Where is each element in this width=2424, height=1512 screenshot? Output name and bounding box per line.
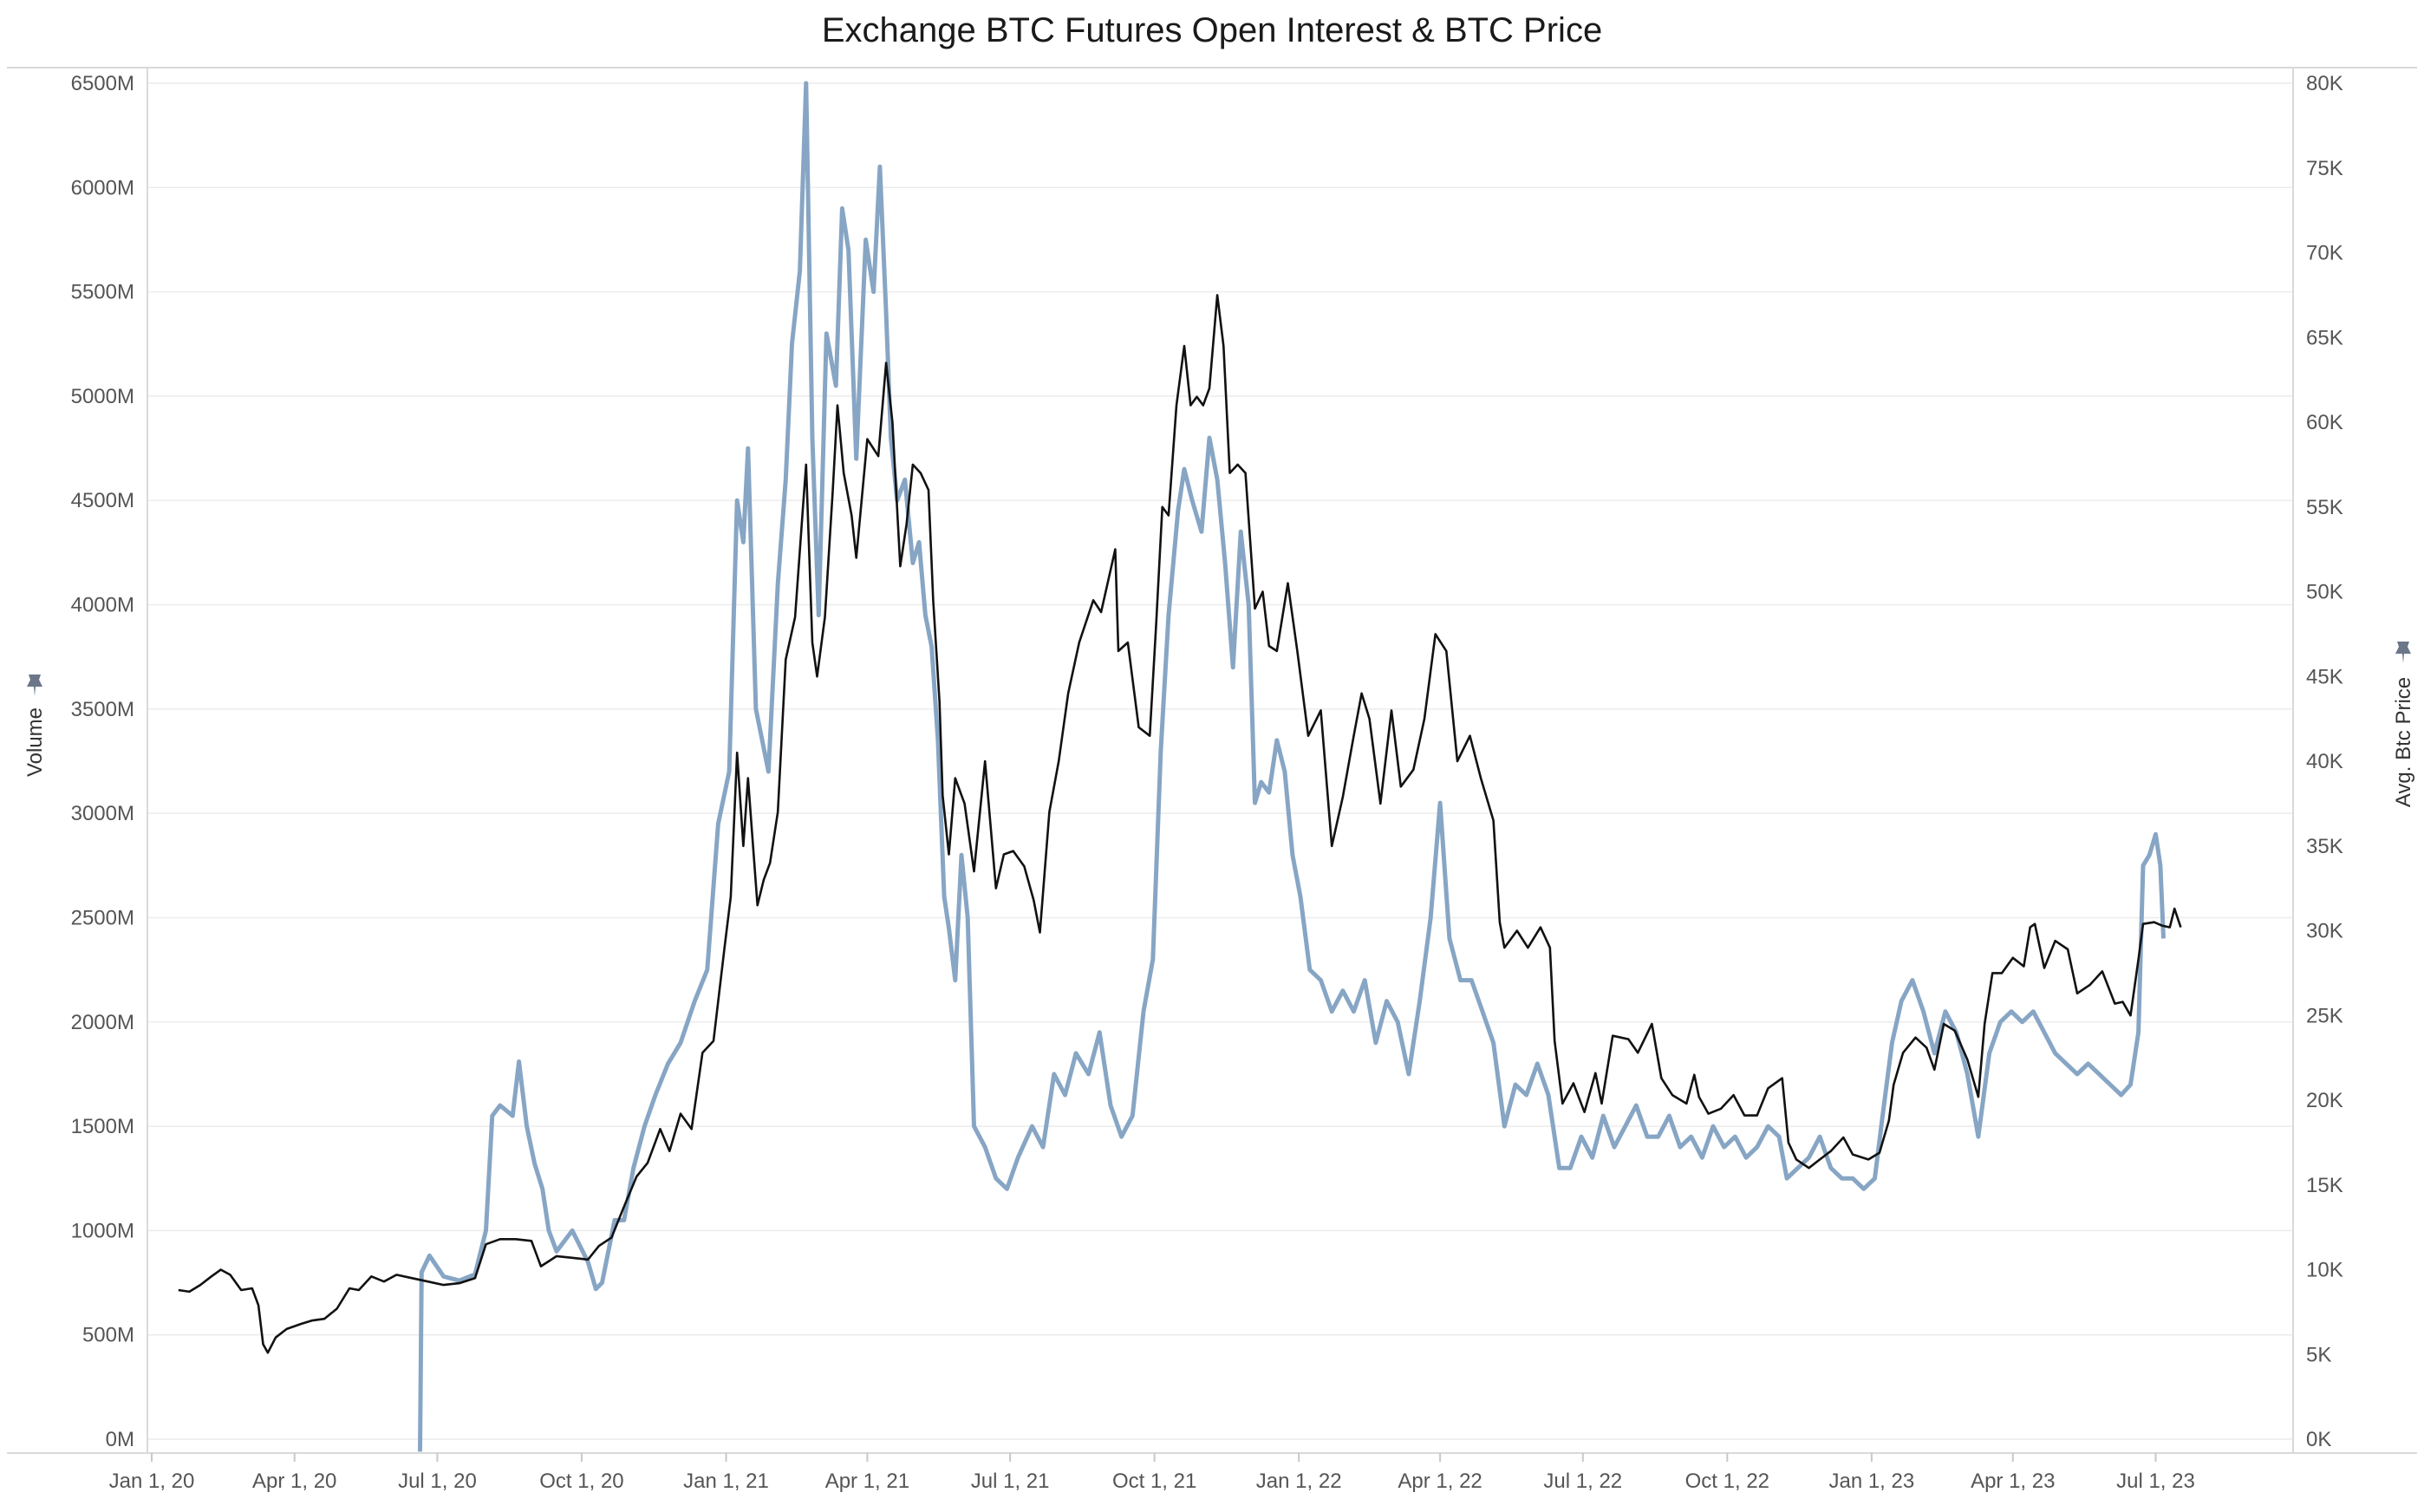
y-left-tick-label: 3000M: [71, 802, 134, 825]
y-right-tick-label: 60K: [2306, 411, 2343, 434]
y-right-tick-label: 65K: [2306, 326, 2343, 349]
y-left-tick-label: 5500M: [71, 281, 134, 304]
y-left-tick-label: 5000M: [71, 385, 134, 408]
y-left-tick-label: 1500M: [71, 1115, 134, 1138]
series-open-interest: [418, 81, 2166, 1452]
y-left-axis-label: Volume: [23, 707, 47, 777]
y-right-tick-label: 80K: [2306, 72, 2343, 95]
series-btc-price: [178, 294, 2182, 1354]
x-tick-label: Apr 1, 21: [825, 1470, 909, 1493]
y-right-tick-label: 35K: [2306, 835, 2343, 858]
y-right-tick-label: 5K: [2306, 1343, 2331, 1366]
x-tick-label: Apr 1, 23: [1971, 1470, 2055, 1493]
y-left-tick-label: 2500M: [71, 906, 134, 929]
x-tick-label: Jul 1, 20: [398, 1470, 477, 1493]
y-left-tick-label: 0M: [106, 1428, 134, 1451]
y-left-tick-label: 6000M: [71, 176, 134, 199]
pin-icon[interactable]: [27, 675, 42, 696]
y-left-tick-label: 6500M: [71, 72, 134, 95]
x-tick-label: Jan 1, 22: [1256, 1470, 1342, 1493]
y-left-tick-label: 500M: [82, 1324, 134, 1347]
y-right-tick-label: 75K: [2306, 157, 2343, 180]
y-left-tick-label: 1000M: [71, 1219, 134, 1242]
y-right-tick-label: 50K: [2306, 581, 2343, 604]
series-line: [418, 81, 2166, 1452]
series-layer: [178, 81, 2182, 1452]
y-right-tick-label: 25K: [2306, 1004, 2343, 1027]
y-right-tick-labels: 0K 5K 10K 15K 20K 25K 30K 35K 40K 45K 50K 55K 60K 65K…: [2306, 72, 2343, 1451]
y-left-tick-label: 4000M: [71, 594, 134, 617]
y-left-axis-title[interactable]: Volume: [23, 675, 47, 777]
y-right-tick-label: 40K: [2306, 750, 2343, 773]
x-tick-labels: Jan 1, 20 Apr 1, 20 Jul 1, 20 Oct 1, 20 Jan …: [109, 1453, 2195, 1493]
x-tick-label: Apr 1, 22: [1398, 1470, 1482, 1493]
gridlines: [147, 82, 2293, 1440]
pin-icon[interactable]: [2395, 642, 2411, 663]
y-right-tick-label: 55K: [2306, 496, 2343, 519]
x-tick-label: Oct 1, 21: [1112, 1470, 1196, 1493]
y-right-tick-label: 45K: [2306, 665, 2343, 688]
x-tick-label: Jan 1, 20: [109, 1470, 195, 1493]
series-line: [178, 294, 2182, 1354]
y-right-tick-label: 15K: [2306, 1174, 2343, 1197]
y-left-tick-labels: 0M 500M 1000M 1500M 2000M 2500M 3000M 3500M 4000…: [71, 72, 134, 1451]
x-tick-label: Oct 1, 22: [1685, 1470, 1769, 1493]
y-right-tick-label: 20K: [2306, 1089, 2343, 1112]
y-right-tick-label: 0K: [2306, 1428, 2331, 1451]
y-right-tick-label: 30K: [2306, 920, 2343, 943]
x-tick-label: Jan 1, 21: [683, 1470, 769, 1493]
y-right-tick-label: 10K: [2306, 1259, 2343, 1282]
x-tick-label: Jan 1, 23: [1828, 1470, 1914, 1493]
y-right-axis-label: Avg. Btc Price: [2392, 677, 2415, 807]
y-right-axis-title[interactable]: Avg. Btc Price: [2392, 642, 2415, 807]
y-left-tick-label: 3500M: [71, 698, 134, 721]
x-tick-label: Oct 1, 20: [539, 1470, 623, 1493]
y-left-tick-label: 2000M: [71, 1011, 134, 1034]
x-tick-label: Jul 1, 23: [2116, 1470, 2195, 1493]
y-right-tick-label: 70K: [2306, 242, 2343, 265]
x-tick-label: Apr 1, 20: [252, 1470, 336, 1493]
x-tick-label: Jul 1, 22: [1543, 1470, 1622, 1493]
x-tick-label: Jul 1, 21: [971, 1470, 1050, 1493]
y-left-tick-label: 4500M: [71, 489, 134, 512]
chart-title: Exchange BTC Futures Open Interest & BTC…: [822, 11, 1602, 49]
